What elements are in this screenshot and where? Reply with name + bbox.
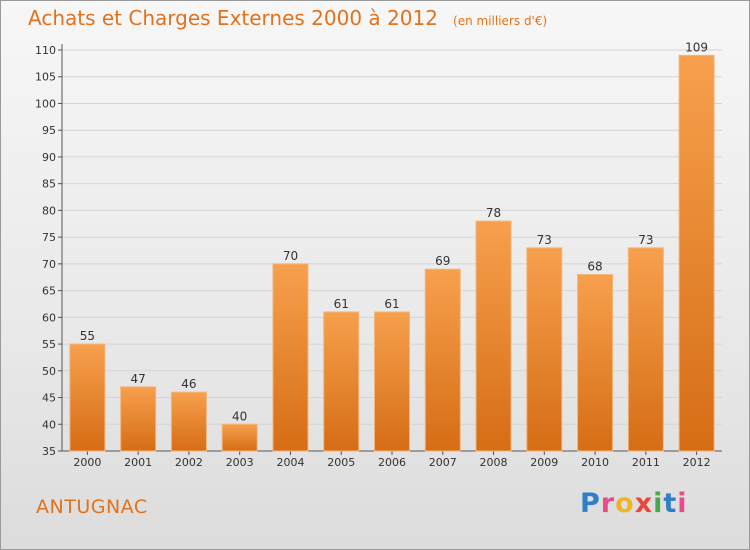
y-tick-label: 40 [42,418,56,431]
x-tick-label: 2001 [124,456,152,469]
bar-2007 [424,268,461,452]
x-tick-label: 2000 [73,456,101,469]
x-tick-label: 2003 [226,456,254,469]
y-tick-label: 100 [35,97,56,110]
proxiti-logo: Proxiti [580,488,688,519]
bar-2009 [526,247,563,452]
data-labels: 55 47 46 40 70 61 61 69 78 73 68 73 109 [80,40,708,423]
commune-name: ANTUGNAC [36,496,148,518]
y-tick-label: 65 [42,285,56,298]
logo-letter: i [677,488,688,519]
bar-value-label: 69 [435,254,450,268]
x-tick-label: 2008 [480,456,508,469]
y-tick-label: 85 [42,178,56,191]
bar-value-label: 109 [685,40,708,54]
x-tick-label: 2011 [632,456,660,469]
logo-letter: r [600,488,616,519]
bar-value-label: 68 [587,260,602,274]
bar-value-label: 73 [537,233,552,247]
axes: 35 40 45 50 55 60 65 70 75 80 85 90 95 100 105 110 2000 2… [35,44,722,469]
y-tick-label: 95 [42,124,56,137]
bar-2011 [627,247,664,452]
x-tick-label: 2004 [276,456,304,469]
chart-title: Achats et Charges Externes 2000 à 2012 [28,6,438,30]
bar-2012 [678,54,715,452]
y-tick-label: 50 [42,365,56,378]
bar-2004 [272,263,309,452]
logo-letter: x [634,488,654,519]
bar-value-label: 70 [283,249,298,263]
y-tick-label: 60 [42,311,56,324]
bar-value-label: 55 [80,329,95,343]
bar-2000 [69,343,106,452]
x-tick-label: 2009 [530,456,558,469]
x-tick-label: 2007 [429,456,457,469]
chart-subtitle: (en milliers d'€) [453,14,548,28]
logo-letter: t [663,488,678,519]
bar-value-label: 73 [638,233,653,247]
y-tick-label: 110 [35,44,56,57]
bar-value-label: 61 [334,297,349,311]
y-tick-label: 90 [42,151,56,164]
y-tick-label: 80 [42,204,56,217]
bar-value-label: 46 [181,377,196,391]
logo-letter: o [615,488,635,519]
bar-2008 [475,220,512,452]
logo-letter: i [653,488,664,519]
y-tick-label: 45 [42,392,56,405]
bar-2002 [170,391,207,452]
x-tick-label: 2002 [175,456,203,469]
x-tick-label: 2010 [581,456,609,469]
bar-value-label: 78 [486,206,501,220]
bar-2001 [120,386,157,452]
bars [69,54,715,452]
bar-2005 [323,311,360,452]
x-tick-label: 2006 [378,456,406,469]
logo-letter: P [580,488,601,519]
y-tick-label: 105 [35,71,56,84]
bar-2003 [221,423,258,452]
bar-2010 [577,274,614,452]
bar-2006 [374,311,410,452]
y-tick-label: 75 [42,231,56,244]
x-tick-label: 2012 [683,456,711,469]
x-tick-label: 2005 [327,456,355,469]
bar-value-label: 40 [232,409,247,423]
y-tick-label: 55 [42,338,56,351]
y-tick-label: 70 [42,258,56,271]
bar-value-label: 61 [384,297,399,311]
bar-value-label: 47 [131,372,146,386]
chart-header: Achats et Charges Externes 2000 à 2012 (… [28,6,547,30]
y-tick-label: 35 [42,445,56,458]
